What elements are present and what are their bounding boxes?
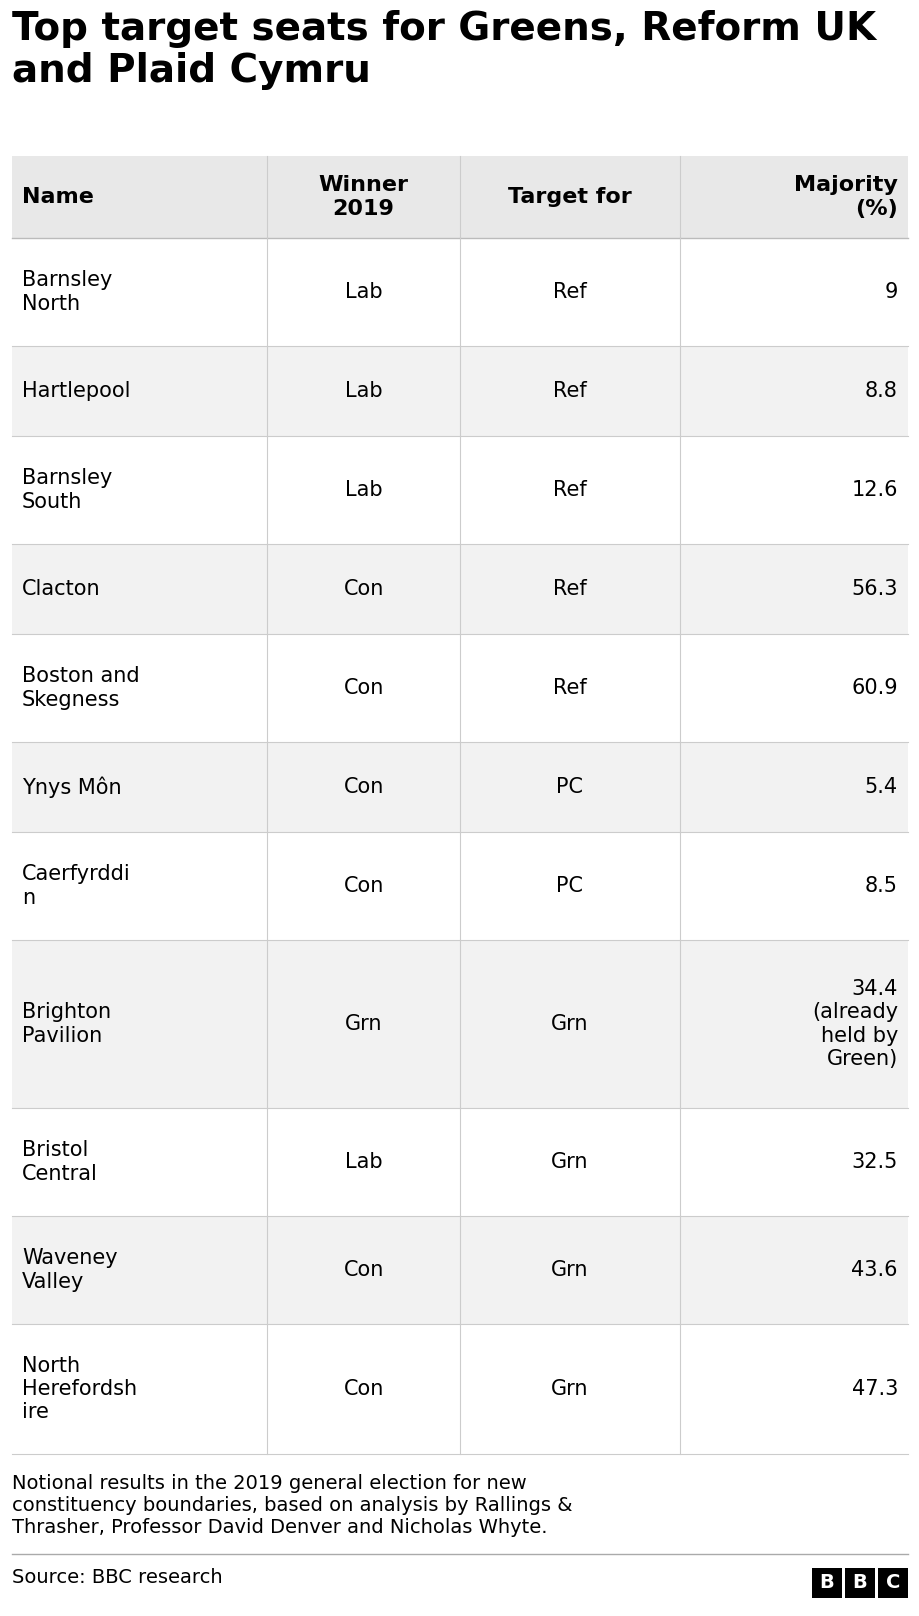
Text: 60.9: 60.9 xyxy=(850,679,897,698)
Text: Lab: Lab xyxy=(345,283,382,302)
Text: C: C xyxy=(885,1574,899,1592)
Text: Grn: Grn xyxy=(550,1152,588,1172)
Text: B: B xyxy=(852,1574,867,1592)
Text: 32.5: 32.5 xyxy=(851,1152,897,1172)
Bar xyxy=(844,1568,874,1598)
Text: 9: 9 xyxy=(884,283,897,302)
Text: Con: Con xyxy=(343,679,383,698)
Text: Lab: Lab xyxy=(345,381,382,401)
Bar xyxy=(12,545,907,633)
Bar xyxy=(12,1215,907,1324)
Text: Con: Con xyxy=(343,1260,383,1280)
Bar xyxy=(12,346,907,436)
Text: Source: BBC research: Source: BBC research xyxy=(12,1568,222,1587)
Text: 8.8: 8.8 xyxy=(864,381,897,401)
Text: Top target seats for Greens, Reform UK: Top target seats for Greens, Reform UK xyxy=(12,10,875,48)
Text: 12.6: 12.6 xyxy=(851,480,897,499)
Text: Barnsley
North: Barnsley North xyxy=(22,270,112,314)
Text: Ynys Môn: Ynys Môn xyxy=(22,776,121,798)
Text: Grn: Grn xyxy=(550,1013,588,1034)
Text: Target for: Target for xyxy=(507,187,631,207)
Text: Bristol
Central: Bristol Central xyxy=(22,1141,97,1183)
Text: Lab: Lab xyxy=(345,1152,382,1172)
Text: Ref: Ref xyxy=(552,579,586,600)
Bar xyxy=(12,436,907,545)
Text: B: B xyxy=(819,1574,834,1592)
Text: Ref: Ref xyxy=(552,381,586,401)
Text: Grn: Grn xyxy=(550,1260,588,1280)
Text: Grn: Grn xyxy=(345,1013,382,1034)
Text: Majority
(%): Majority (%) xyxy=(793,176,897,218)
Text: Con: Con xyxy=(343,1378,383,1399)
Text: Hartlepool: Hartlepool xyxy=(22,381,130,401)
Text: Ref: Ref xyxy=(552,480,586,499)
Text: Winner
2019: Winner 2019 xyxy=(318,176,408,218)
Bar xyxy=(12,157,907,238)
Text: Con: Con xyxy=(343,876,383,895)
Text: Caerfyrddi
n: Caerfyrddi n xyxy=(22,865,130,908)
Text: PC: PC xyxy=(556,876,583,895)
Text: Lab: Lab xyxy=(345,480,382,499)
Text: Con: Con xyxy=(343,579,383,600)
Text: Ref: Ref xyxy=(552,283,586,302)
Text: and Plaid Cymru: and Plaid Cymru xyxy=(12,52,370,90)
Text: Waveney
Valley: Waveney Valley xyxy=(22,1249,118,1291)
Text: Boston and
Skegness: Boston and Skegness xyxy=(22,666,140,709)
Text: Barnsley
South: Barnsley South xyxy=(22,469,112,512)
Bar xyxy=(12,238,907,346)
Text: 43.6: 43.6 xyxy=(851,1260,897,1280)
Text: 56.3: 56.3 xyxy=(851,579,897,600)
Bar xyxy=(12,633,907,742)
Text: North
Herefordsh
ire: North Herefordsh ire xyxy=(22,1356,137,1422)
Bar xyxy=(12,1109,907,1215)
Text: 34.4
(already
held by
Green): 34.4 (already held by Green) xyxy=(811,979,897,1068)
Bar xyxy=(12,1324,907,1454)
Bar xyxy=(811,1568,841,1598)
Text: Grn: Grn xyxy=(550,1378,588,1399)
Text: Ref: Ref xyxy=(552,679,586,698)
Text: Notional results in the 2019 general election for new
constituency boundaries, b: Notional results in the 2019 general ele… xyxy=(12,1474,572,1537)
Bar xyxy=(12,742,907,832)
Text: Brighton
Pavilion: Brighton Pavilion xyxy=(22,1002,111,1046)
Bar xyxy=(12,832,907,941)
Text: Con: Con xyxy=(343,777,383,797)
Text: Clacton: Clacton xyxy=(22,579,100,600)
Text: 5.4: 5.4 xyxy=(864,777,897,797)
Bar xyxy=(12,941,907,1109)
Text: 47.3: 47.3 xyxy=(851,1378,897,1399)
Text: 8.5: 8.5 xyxy=(864,876,897,895)
Text: PC: PC xyxy=(556,777,583,797)
Text: Name: Name xyxy=(22,187,94,207)
Bar xyxy=(877,1568,907,1598)
